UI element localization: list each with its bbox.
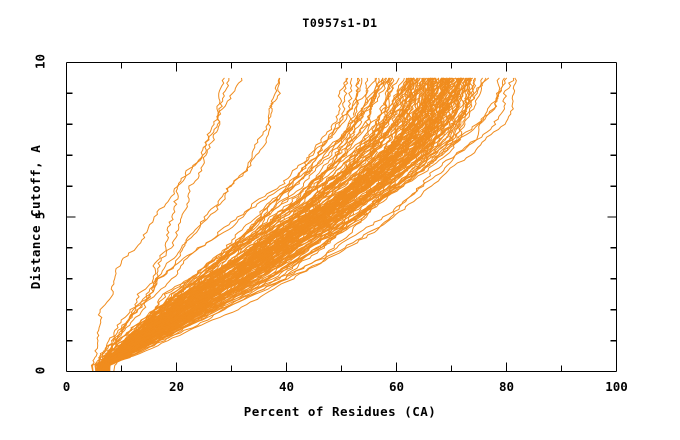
y-tick-label: 0	[32, 366, 47, 374]
x-tick-label: 40	[278, 378, 295, 394]
x-tick-label: 0	[62, 378, 71, 394]
data-curve	[98, 77, 349, 372]
data-curve	[105, 77, 515, 372]
x-tick-label: 60	[388, 378, 405, 394]
data-curve	[104, 77, 517, 372]
x-tick-label: 20	[168, 378, 185, 394]
axes-group	[65, 61, 618, 373]
data-curve	[100, 77, 462, 372]
y-tick-label: 10	[32, 53, 47, 69]
data-curve	[100, 77, 391, 372]
data-curve	[102, 77, 393, 372]
data-curve	[98, 77, 282, 372]
y-tick-label: 5	[32, 211, 47, 220]
data-curve	[105, 77, 468, 372]
data-curve	[98, 77, 425, 372]
data-curve	[94, 77, 395, 372]
data-curve	[94, 77, 230, 372]
data-curve	[94, 77, 280, 372]
x-tick-label: 100	[605, 378, 628, 394]
data-curve	[97, 77, 369, 372]
data-curve	[99, 77, 443, 372]
data-curve	[103, 77, 428, 372]
curves-group	[90, 77, 517, 372]
data-curve	[91, 77, 243, 372]
data-curve	[103, 77, 415, 372]
data-curve	[101, 77, 483, 372]
data-curve	[103, 77, 452, 372]
x-axis-title: Percent of Residues (CA)	[243, 404, 437, 419]
chart-title: T0957s1-D1	[302, 16, 378, 30]
data-curve	[102, 77, 465, 372]
data-curve	[102, 77, 380, 372]
x-tick-label: 80	[498, 378, 515, 394]
data-curve	[105, 77, 428, 372]
data-curve	[104, 77, 462, 372]
data-curve	[90, 77, 225, 372]
data-curve	[99, 77, 445, 372]
data-curve	[100, 77, 405, 372]
data-curve	[113, 77, 505, 372]
